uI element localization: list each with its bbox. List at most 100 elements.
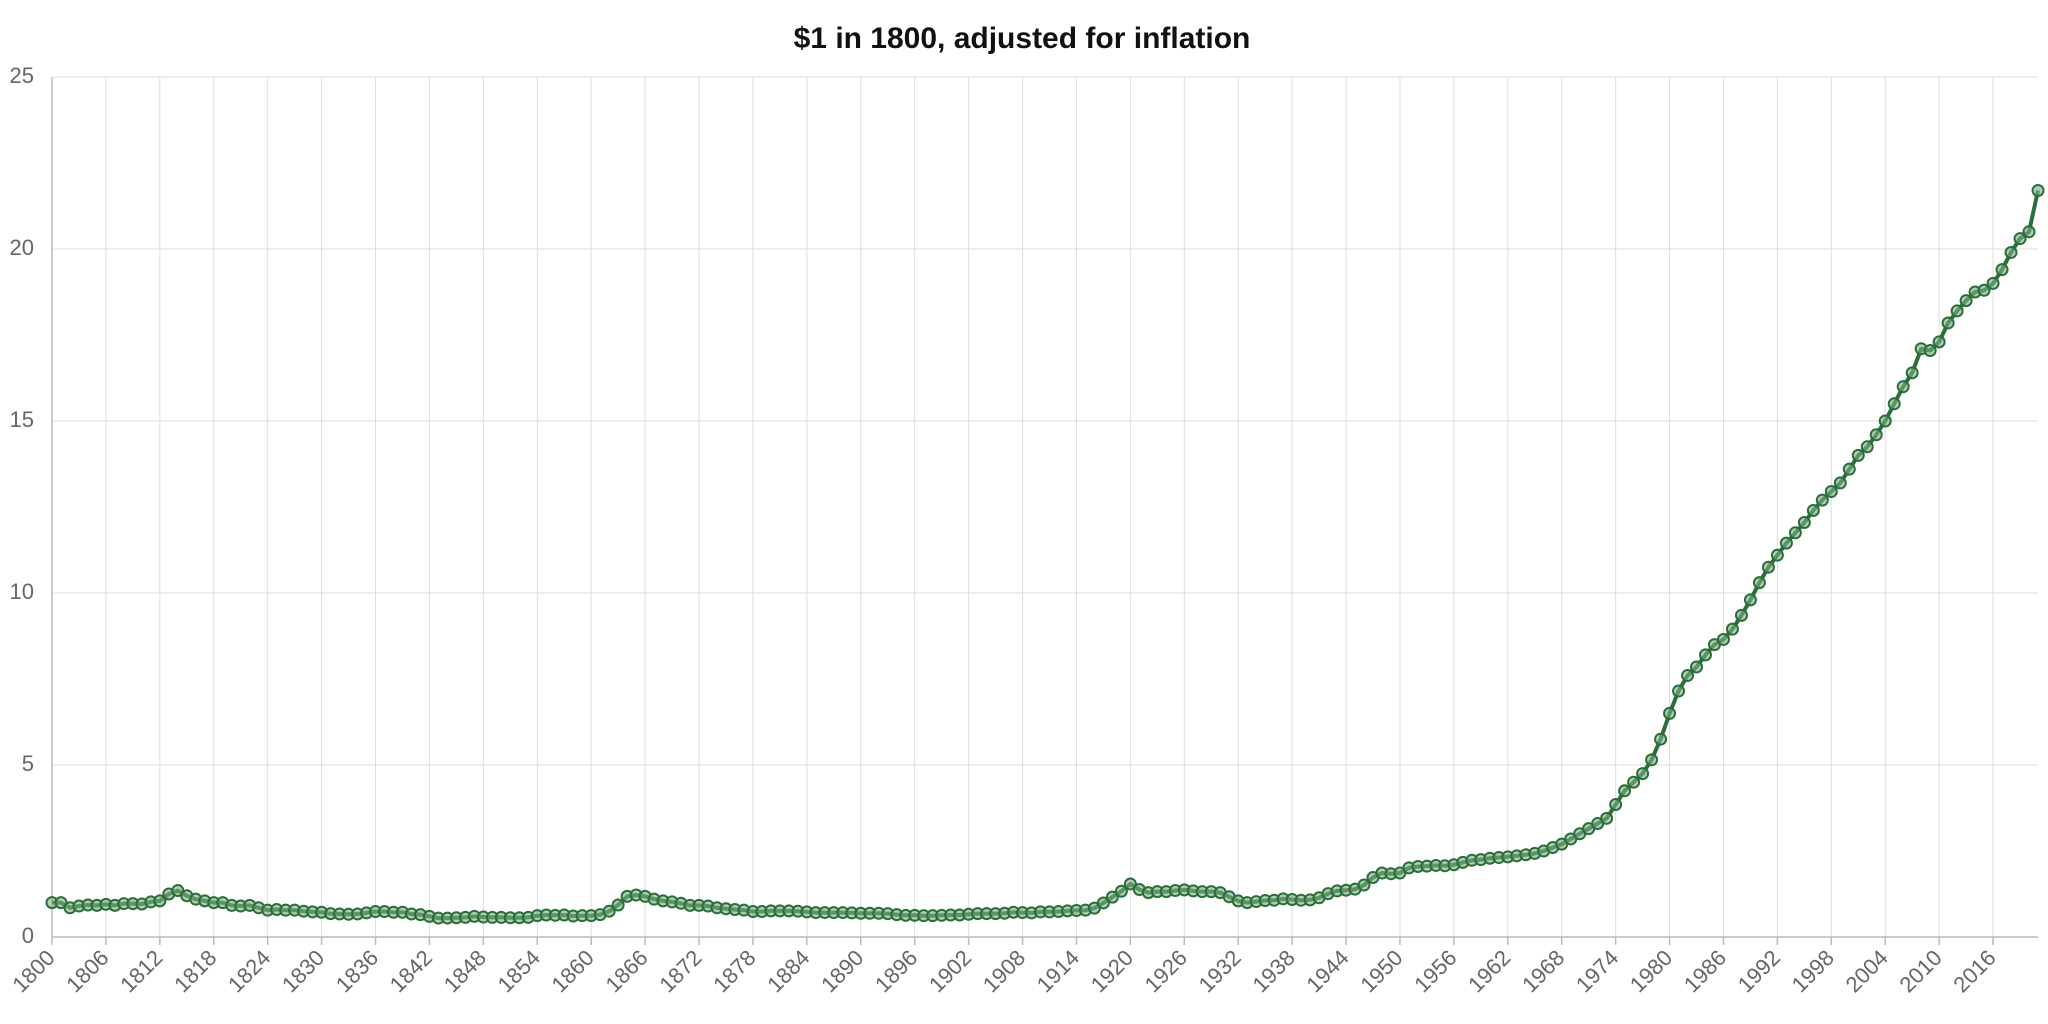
point bbox=[153, 894, 167, 908]
x-tick-label: 1938 bbox=[1247, 945, 1299, 997]
point bbox=[1878, 414, 1892, 428]
point bbox=[1761, 560, 1775, 574]
point bbox=[1869, 428, 1883, 442]
x-tick-label: 1848 bbox=[439, 945, 491, 997]
point bbox=[1896, 380, 1910, 394]
point bbox=[2022, 225, 2036, 239]
y-tick-label: 15 bbox=[10, 407, 34, 432]
x-tick-label: 1860 bbox=[547, 945, 599, 997]
x-tick-label: 1890 bbox=[816, 945, 868, 997]
point bbox=[1977, 283, 1991, 297]
x-tick-label: 1980 bbox=[1625, 945, 1677, 997]
x-tick-label: 1836 bbox=[331, 945, 383, 997]
point bbox=[611, 898, 625, 912]
y-tick-label: 0 bbox=[22, 923, 34, 948]
x-tick-label: 1812 bbox=[115, 945, 167, 997]
x-tick-label: 2004 bbox=[1841, 945, 1893, 997]
point bbox=[1959, 294, 1973, 308]
point bbox=[1806, 503, 1820, 517]
point bbox=[1986, 276, 2000, 290]
x-tick-label: 1926 bbox=[1140, 945, 1192, 997]
point bbox=[1699, 648, 1713, 662]
point bbox=[1923, 343, 1937, 357]
point bbox=[1105, 890, 1119, 904]
point bbox=[1123, 877, 1137, 891]
x-tick-label: 1920 bbox=[1086, 945, 1138, 997]
point bbox=[1645, 753, 1659, 767]
x-tick-label: 1896 bbox=[870, 945, 922, 997]
x-tick-label: 1992 bbox=[1733, 945, 1785, 997]
x-tick-label: 1824 bbox=[223, 945, 275, 997]
x-tick-label: 1932 bbox=[1194, 945, 1246, 997]
x-tick-label: 1950 bbox=[1355, 945, 1407, 997]
point bbox=[1725, 622, 1739, 636]
point bbox=[1905, 366, 1919, 380]
point bbox=[602, 904, 616, 918]
x-tick-label: 1908 bbox=[978, 945, 1030, 997]
y-tick-label: 20 bbox=[10, 235, 34, 260]
x-tick-label: 1854 bbox=[493, 945, 545, 997]
x-tick-label: 1884 bbox=[762, 945, 814, 997]
x-tick-label: 1944 bbox=[1301, 945, 1353, 997]
y-tick-label: 25 bbox=[10, 63, 34, 88]
point bbox=[1824, 485, 1838, 499]
x-tick-label: 1872 bbox=[654, 945, 706, 997]
point bbox=[1609, 798, 1623, 812]
x-tick-label: 1806 bbox=[61, 945, 113, 997]
x-tick-label: 1914 bbox=[1032, 945, 1084, 997]
x-tick-label: 1902 bbox=[924, 945, 976, 997]
point bbox=[1833, 476, 1847, 490]
point bbox=[1770, 548, 1784, 562]
point bbox=[1941, 316, 1955, 330]
point bbox=[1654, 732, 1668, 746]
x-tick-label: 1962 bbox=[1463, 945, 1515, 997]
point bbox=[1743, 593, 1757, 607]
x-tick-label: 1818 bbox=[169, 945, 221, 997]
point bbox=[1788, 526, 1802, 540]
x-tick-label: 1968 bbox=[1517, 945, 1569, 997]
point bbox=[1779, 536, 1793, 550]
point bbox=[2004, 245, 2018, 259]
x-tick-label: 1974 bbox=[1571, 945, 1623, 997]
x-tick-label: 2016 bbox=[1948, 945, 2000, 997]
point bbox=[1734, 608, 1748, 622]
point bbox=[2031, 184, 2045, 198]
point bbox=[1995, 263, 2009, 277]
point bbox=[1096, 896, 1110, 910]
point bbox=[1600, 811, 1614, 825]
point bbox=[1690, 660, 1704, 674]
point bbox=[1627, 775, 1641, 789]
x-tick-label: 1866 bbox=[600, 945, 652, 997]
point bbox=[1663, 706, 1677, 720]
x-tick-label: 1800 bbox=[7, 945, 59, 997]
point bbox=[1672, 684, 1686, 698]
point bbox=[1752, 576, 1766, 590]
point bbox=[1716, 632, 1730, 646]
point bbox=[1636, 767, 1650, 781]
point bbox=[2013, 232, 2027, 246]
point bbox=[1681, 669, 1695, 683]
line bbox=[52, 190, 2040, 921]
point bbox=[1797, 515, 1811, 529]
chart-title: $1 in 1800, adjusted for inflation bbox=[794, 22, 1251, 55]
x-tick-label: 2010 bbox=[1895, 945, 1947, 997]
point bbox=[1114, 884, 1128, 898]
point bbox=[1618, 784, 1632, 798]
x-tick-label: 1830 bbox=[277, 945, 329, 997]
x-tick-label: 1878 bbox=[708, 945, 760, 997]
point bbox=[1851, 448, 1865, 462]
x-tick-label: 1842 bbox=[385, 945, 437, 997]
x-tick-label: 1998 bbox=[1787, 945, 1839, 997]
point bbox=[1932, 335, 1946, 349]
point bbox=[1815, 493, 1829, 507]
x-tick-label: 1986 bbox=[1679, 945, 1731, 997]
point bbox=[1860, 440, 1874, 454]
y-tick-label: 5 bbox=[22, 751, 34, 776]
point bbox=[1950, 304, 1964, 318]
y-tick-label: 10 bbox=[10, 579, 34, 604]
point bbox=[1842, 462, 1856, 476]
point bbox=[1357, 878, 1371, 892]
point bbox=[1887, 397, 1901, 411]
x-tick-label: 1956 bbox=[1409, 945, 1461, 997]
